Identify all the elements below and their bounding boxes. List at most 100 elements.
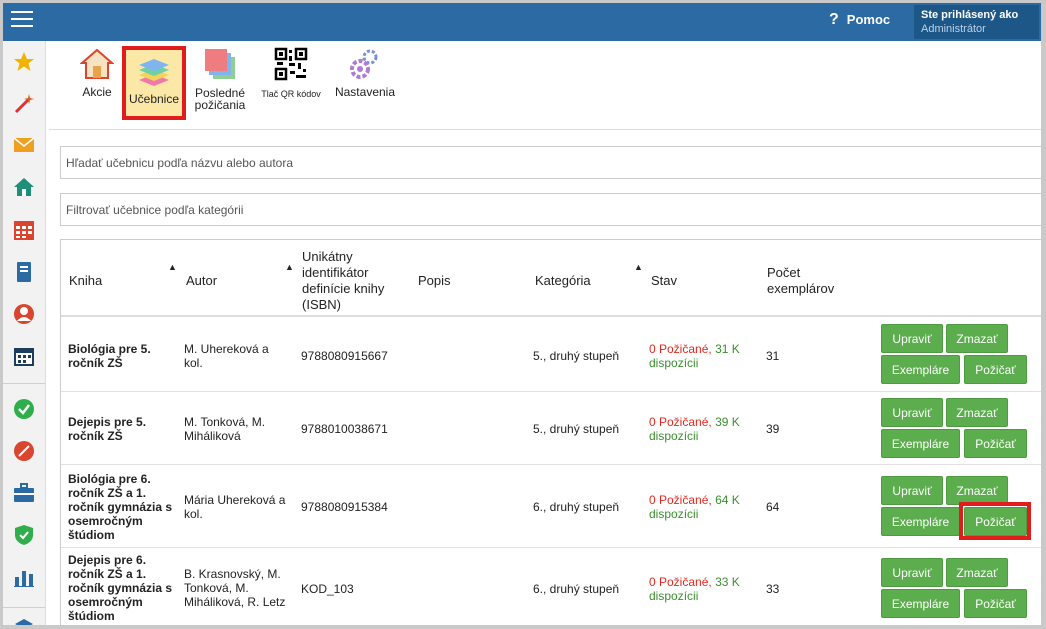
bar-chart-icon[interactable] — [13, 566, 35, 588]
hamburger-menu-icon[interactable] — [11, 11, 33, 31]
copies-button[interactable]: Exempláre — [881, 429, 960, 458]
envelope-icon[interactable] — [13, 134, 35, 156]
book-search-input[interactable]: Hľadať učebnicu podľa názvu alebo autora — [60, 146, 1041, 179]
house-door-icon — [79, 47, 115, 81]
app-window: ? Pomoc Ste prihlásený ako Administrátor … — [3, 3, 1041, 625]
header-divider — [61, 315, 1041, 317]
sidebar-divider — [3, 607, 45, 608]
ban-circle-icon[interactable] — [13, 440, 35, 462]
book-author: Mária Uhereková a kol. — [184, 493, 286, 521]
book-status: 0 Požičané, 31 K dispozícii — [649, 342, 740, 370]
book-status: 0 Požičané, 64 K dispozícii — [649, 493, 740, 521]
edit-button[interactable]: Upraviť — [881, 558, 943, 587]
stacked-cards-icon — [203, 47, 237, 81]
header-isbn-line: definície knihy — [302, 281, 385, 296]
header-kniha[interactable]: Kniha — [69, 273, 103, 288]
book-author: M. Uhereková a kol. — [184, 342, 269, 370]
toolbar-nastavenia[interactable]: Nastavenia — [333, 47, 397, 99]
book-category: 6., druhý stupeň — [533, 582, 620, 596]
user-name: Administrátor — [921, 23, 986, 35]
sort-arrow-icon[interactable]: ▲ — [285, 262, 294, 272]
header-pocet-line: exemplárov — [767, 281, 835, 296]
row-divider — [61, 391, 1041, 392]
check-circle-icon[interactable] — [13, 398, 35, 420]
book-category: 5., druhý stupeň — [533, 349, 620, 363]
toolbar-akcie[interactable]: Akcie — [73, 47, 121, 99]
book-category: 6., druhý stupeň — [533, 500, 620, 514]
star-icon[interactable] — [13, 51, 35, 73]
stacked-books-icon — [137, 54, 171, 88]
copies-button[interactable]: Exempláre — [881, 589, 960, 618]
header-autor[interactable]: Autor — [186, 273, 218, 288]
book-title: Dejepis pre 6. ročník ZŠ a 1. ročník gymná… — [68, 553, 173, 623]
copies-button[interactable]: Exempláre — [881, 355, 960, 384]
row-divider — [61, 547, 1041, 548]
module-toolbar: Akcie Učebnice Posledné požičania Tlač Q… — [49, 43, 1041, 130]
sidebar — [3, 41, 46, 625]
toolbar-posledne-label-1: Posledné — [194, 86, 246, 100]
header-pocet-line: Počet — [767, 265, 801, 280]
header-popis[interactable]: Popis — [418, 273, 451, 288]
edit-button[interactable]: Upraviť — [881, 476, 943, 505]
header-isbn-line: Unikátny — [302, 249, 353, 264]
user-circle-icon[interactable] — [13, 303, 35, 325]
book-count: 64 — [766, 500, 780, 514]
book-status: 0 Požičané, 33 K dispozícii — [649, 575, 740, 603]
sort-arrow-icon[interactable]: ▲ — [168, 262, 177, 272]
header-stav[interactable]: Stav — [651, 273, 678, 288]
book-category: 5., druhý stupeň — [533, 422, 620, 436]
book-isbn: 9788080915667 — [301, 349, 388, 363]
magic-wand-icon[interactable] — [13, 92, 35, 114]
delete-button[interactable]: Zmazať — [946, 398, 1008, 427]
edit-button[interactable]: Upraviť — [881, 324, 943, 353]
delete-button[interactable]: Zmazať — [946, 476, 1008, 505]
book-status: 0 Požičané, 39 K dispozícii — [649, 415, 740, 443]
book-count: 33 — [766, 582, 780, 596]
notebook-icon[interactable] — [13, 261, 35, 283]
toolbar-posledne-label-2: požičania — [194, 98, 246, 112]
lend-button[interactable]: Požičať — [964, 589, 1027, 618]
top-bar: ? Pomoc Ste prihlásený ako Administrátor — [3, 3, 1041, 41]
layers-icon[interactable] — [13, 615, 35, 625]
book-author: B. Krasnovský, M. Tonková, M. Miháliková, … — [184, 567, 286, 609]
help-label: Pomoc — [846, 12, 891, 27]
header-isbn-line: identifikátor — [302, 265, 369, 280]
header-pocet[interactable]: Počet exemplárov — [767, 265, 834, 297]
book-isbn: 9788080915384 — [301, 500, 388, 514]
lend-button[interactable]: Požičať — [964, 355, 1027, 384]
toolbar-tlac-qr-label: Tlač QR kódov — [261, 89, 321, 99]
row-divider — [61, 464, 1041, 465]
book-count: 31 — [766, 349, 780, 363]
help-link[interactable]: ? Pomoc — [829, 11, 890, 29]
user-info-label: Ste prihlásený ako — [921, 9, 1019, 21]
toolbar-tlac-qr[interactable]: Tlač QR kódov — [256, 47, 326, 99]
toolbar-posledne-pozicania[interactable]: Posledné požičania — [192, 47, 248, 111]
category-filter-input[interactable]: Filtrovať učebnice podľa kategórii — [60, 193, 1041, 226]
book-author: M. Tonková, M. Miháliková — [184, 415, 266, 443]
header-isbn[interactable]: Unikátny identifikátor definície knihy (… — [302, 249, 384, 313]
books-table: Kniha ▲ Autor ▲ Unikátny identifikátor d… — [60, 239, 1041, 625]
header-isbn-line: (ISBN) — [302, 297, 341, 312]
briefcase-icon[interactable] — [13, 482, 35, 504]
toolbar-ucebnice-label: Učebnice — [128, 92, 180, 106]
toolbar-nastavenia-label: Nastavenia — [334, 85, 396, 99]
book-count: 39 — [766, 422, 780, 436]
lend-button[interactable]: Požičať — [964, 507, 1027, 536]
toolbar-akcie-label: Akcie — [82, 85, 112, 99]
lend-button[interactable]: Požičať — [964, 429, 1027, 458]
calendar-icon[interactable] — [13, 345, 35, 367]
copies-button[interactable]: Exempláre — [881, 507, 960, 536]
shield-check-icon[interactable] — [13, 524, 35, 546]
delete-button[interactable]: Zmazať — [946, 558, 1008, 587]
delete-button[interactable]: Zmazať — [946, 324, 1008, 353]
user-info[interactable]: Ste prihlásený ako Administrátor — [914, 5, 1039, 39]
toolbar-ucebnice[interactable]: Učebnice — [122, 46, 186, 120]
book-isbn: 9788010038671 — [301, 422, 388, 436]
home-icon[interactable] — [13, 176, 35, 198]
edit-button[interactable]: Upraviť — [881, 398, 943, 427]
calendar-grid-icon[interactable] — [13, 219, 35, 241]
book-isbn: KOD_103 — [301, 582, 354, 596]
sidebar-divider — [3, 383, 45, 384]
sort-arrow-icon[interactable]: ▲ — [634, 262, 643, 272]
header-kategoria[interactable]: Kategória — [535, 273, 591, 288]
